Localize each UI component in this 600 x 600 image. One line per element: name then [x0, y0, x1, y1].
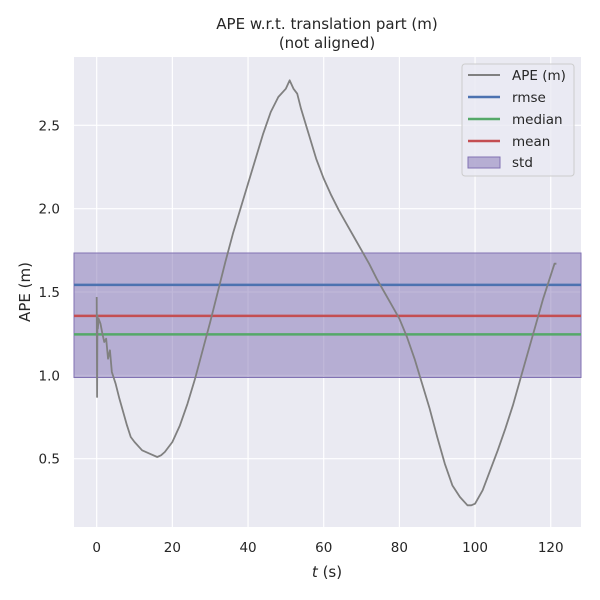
- y-axis-ticks: 0.5 1.0 1.5 2.0 2.5: [39, 118, 60, 467]
- x-axis-label: t (s): [312, 563, 342, 581]
- x-tick-label-0: 0: [92, 540, 101, 556]
- x-axis-label-unit: (s): [318, 563, 342, 581]
- ape-series-line: [95, 79, 557, 507]
- chart-subtitle: (not aligned): [279, 34, 375, 52]
- x-axis-label-var: t: [312, 563, 319, 581]
- y-tick-label-3: 2.0: [39, 202, 60, 218]
- y-tick-label-1: 1.0: [39, 368, 60, 384]
- legend-frame: [461, 63, 575, 177]
- x-tick-label-4: 80: [391, 540, 408, 556]
- x-tick-label-2: 40: [239, 540, 256, 556]
- x-tick-label-6: 120: [538, 540, 564, 556]
- legend-label-ape: APE (m): [512, 68, 566, 84]
- stat-lines-layer: [74, 283, 581, 336]
- legend-label-median: median: [512, 112, 563, 128]
- legend: APE (m) rmse median mean std: [461, 63, 575, 177]
- legend-label-mean: mean: [512, 134, 550, 150]
- y-tick-label-2: 1.5: [39, 285, 60, 301]
- x-axis-ticks: 0 20 40 60 80 100 120: [92, 540, 563, 556]
- legend-swatch-std: [467, 156, 501, 169]
- y-tick-label-4: 2.5: [39, 118, 60, 134]
- x-tick-label-5: 100: [462, 540, 488, 556]
- y-tick-label-0: 0.5: [39, 452, 60, 468]
- x-tick-label-1: 20: [164, 540, 181, 556]
- chart-title: APE w.r.t. translation part (m): [216, 15, 437, 33]
- x-tick-label-3: 60: [315, 540, 332, 556]
- y-axis-label: APE (m): [16, 262, 34, 322]
- legend-label-std: std: [512, 155, 533, 171]
- legend-label-rmse: rmse: [512, 90, 546, 106]
- series-layer: [95, 79, 557, 507]
